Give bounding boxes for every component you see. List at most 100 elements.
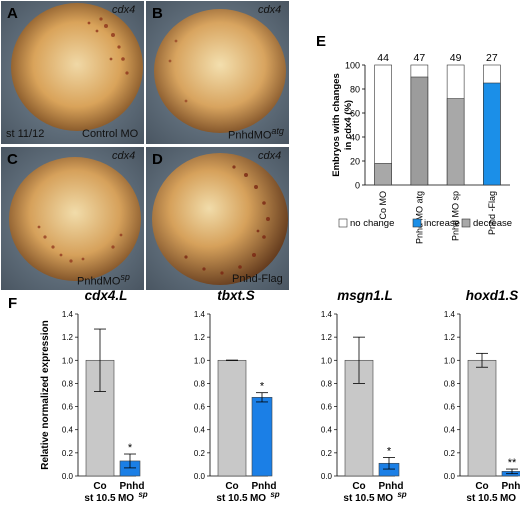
e-ytick-label: 40 bbox=[350, 133, 360, 143]
e-bar-nochange bbox=[410, 64, 429, 186]
e-ylabel-line1: Embryos with changes bbox=[331, 73, 342, 176]
e-bar-nochange bbox=[446, 64, 465, 186]
gene-label-c: cdx4 bbox=[112, 150, 136, 162]
f-ytick-label: 0.8 bbox=[62, 379, 74, 388]
panel-label-c: C bbox=[7, 151, 18, 168]
e-ytick-label: 60 bbox=[350, 109, 360, 119]
f-ytick-label: 0.2 bbox=[62, 449, 74, 458]
caption-c-sup: sp bbox=[120, 272, 130, 282]
f-cat-co: Co bbox=[475, 481, 488, 492]
f-cat-mo-sup: sp bbox=[138, 490, 147, 499]
f-ytick-label: 0.8 bbox=[321, 379, 333, 388]
e-bar-nochange bbox=[374, 64, 392, 186]
caption-b-sup: atg bbox=[271, 126, 284, 136]
f-ytick-label: 1.2 bbox=[444, 333, 456, 342]
f-ytick-label: 0.4 bbox=[62, 426, 74, 435]
f-subplot-title: hoxd1.S bbox=[466, 288, 519, 303]
stage-label-a: st 11/12 bbox=[6, 128, 45, 140]
caption-d: Pnhd-Flag bbox=[232, 273, 283, 285]
caption-b-text: PnhdMO bbox=[228, 129, 272, 142]
e-legend-label: no change bbox=[350, 218, 394, 229]
f-ytick-label: 0.2 bbox=[444, 449, 456, 458]
f-cat-co: Co bbox=[225, 481, 238, 492]
f-subplot-title: msgn1.L bbox=[337, 288, 393, 303]
f-cat-co: Co bbox=[93, 481, 106, 492]
embryo-image-a bbox=[1, 1, 144, 144]
e-legend-swatch bbox=[461, 218, 471, 228]
f-subplot-title: tbxt.S bbox=[217, 288, 255, 303]
f-ytick-label: 1.2 bbox=[321, 333, 333, 342]
f-ytick-label: 0.6 bbox=[444, 403, 456, 412]
e-category-label: Co MO bbox=[378, 191, 388, 220]
f-cat-mo: MO bbox=[118, 493, 134, 504]
e-ytick-label: 20 bbox=[350, 157, 360, 167]
embryo-panel-d bbox=[146, 147, 289, 290]
f-cat-mo-sup: sp bbox=[397, 490, 406, 499]
f-ytick-label: 1.0 bbox=[444, 356, 456, 365]
f-ytick-label: 0.6 bbox=[62, 403, 74, 412]
f-ytick-label: 0.6 bbox=[321, 403, 333, 412]
f-ytick-label: 0.6 bbox=[194, 403, 206, 412]
caption-c: PnhdMOsp bbox=[77, 272, 130, 288]
f-ytick-label: 0.2 bbox=[194, 449, 206, 458]
f-cat-mo-sup: sp bbox=[270, 490, 279, 499]
caption-a: Control MO bbox=[82, 128, 139, 140]
e-bar-decrease bbox=[374, 163, 392, 186]
f-cat-mo: MO bbox=[377, 493, 393, 504]
f-cat-co: Co bbox=[352, 481, 365, 492]
gene-label-a: cdx4 bbox=[112, 4, 136, 16]
gene-label-d: cdx4 bbox=[258, 150, 282, 162]
f-cat-mo: MO bbox=[250, 493, 266, 504]
f-cat-pnhd: Pnhd bbox=[502, 481, 520, 492]
caption-b: PnhdMOatg bbox=[228, 126, 284, 142]
f-ytick-label: 1.0 bbox=[194, 356, 206, 365]
f-ytick-label: 1.4 bbox=[321, 310, 333, 319]
panel-label-b: B bbox=[152, 5, 163, 22]
f-cat-pnhd: Pnhd bbox=[252, 481, 277, 492]
f-bar-morpholino bbox=[119, 460, 141, 477]
f-cat-pnhd: Pnhd bbox=[120, 481, 145, 492]
f-ytick-label: 1.2 bbox=[194, 333, 206, 342]
f-ytick-label: 1.0 bbox=[62, 356, 74, 365]
f-significance: * bbox=[128, 442, 133, 454]
f-bar-control bbox=[467, 359, 497, 477]
gene-label-b: cdx4 bbox=[258, 4, 282, 16]
panel-label-d: D bbox=[152, 151, 163, 168]
f-ytick-label: 0.0 bbox=[444, 472, 456, 481]
e-legend-label: increase bbox=[424, 218, 460, 229]
f-significance: * bbox=[260, 381, 265, 393]
e-ylabel-line2: in cdx4 (%) bbox=[343, 100, 354, 150]
f-ytick-label: 0.8 bbox=[194, 379, 206, 388]
e-legend-label: decrease bbox=[473, 218, 512, 229]
e-ytick-label: 80 bbox=[350, 85, 360, 95]
f-ytick-label: 0.2 bbox=[321, 449, 333, 458]
f-ytick-label: 1.4 bbox=[194, 310, 206, 319]
e-legend-swatch bbox=[338, 218, 348, 228]
f-significance: * bbox=[387, 445, 392, 457]
f-bar-control bbox=[217, 359, 247, 477]
panel-label-e: E bbox=[316, 33, 326, 50]
e-bar-decrease bbox=[446, 98, 465, 186]
embryo-panel-b bbox=[146, 1, 289, 144]
e-category-label: Pnhd -Flag bbox=[487, 191, 497, 235]
e-bar-dark bbox=[410, 76, 429, 186]
panel-label-f: F bbox=[8, 295, 17, 312]
e-category-label: Pnhd MO atg bbox=[414, 191, 424, 244]
f-subplot-title: cdx4.L bbox=[85, 288, 128, 303]
embryo-image-b bbox=[146, 1, 289, 144]
f-cat-pnhd: Pnhd bbox=[379, 481, 404, 492]
e-bar-increase bbox=[483, 82, 501, 186]
embryo-panel-c bbox=[1, 147, 144, 290]
e-bar-nochange bbox=[483, 64, 501, 186]
f-ytick-label: 0.0 bbox=[321, 472, 333, 481]
f-ytick-label: 1.4 bbox=[444, 310, 456, 319]
f-ytick-label: 0.0 bbox=[62, 472, 74, 481]
f-cat-stage: st 10.5 bbox=[216, 493, 248, 504]
f-significance: ** bbox=[508, 457, 517, 469]
e-count-label: 44 bbox=[377, 52, 389, 64]
embryo-image-c bbox=[1, 147, 144, 290]
e-count-label: 27 bbox=[486, 52, 498, 64]
f-bar-control bbox=[344, 359, 374, 477]
f-ytick-label: 1.4 bbox=[62, 310, 74, 319]
f-bar-control bbox=[85, 359, 115, 477]
